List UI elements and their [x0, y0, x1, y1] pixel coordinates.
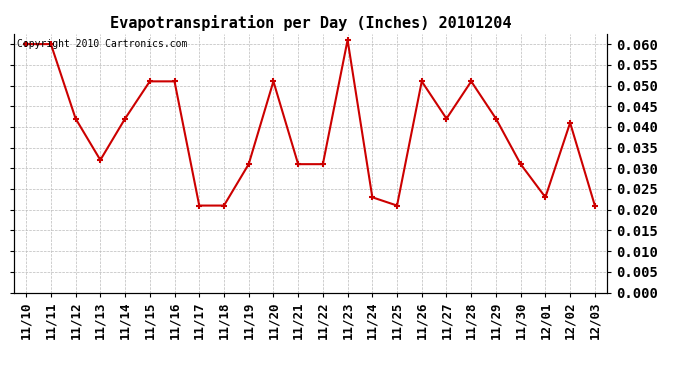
- Text: Copyright 2010 Cartronics.com: Copyright 2010 Cartronics.com: [17, 39, 187, 49]
- Title: Evapotranspiration per Day (Inches) 20101204: Evapotranspiration per Day (Inches) 2010…: [110, 15, 511, 31]
